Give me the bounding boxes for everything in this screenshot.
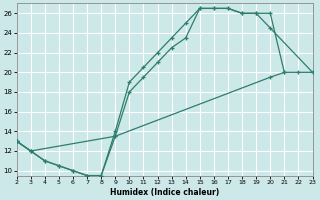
- X-axis label: Humidex (Indice chaleur): Humidex (Indice chaleur): [110, 188, 219, 197]
